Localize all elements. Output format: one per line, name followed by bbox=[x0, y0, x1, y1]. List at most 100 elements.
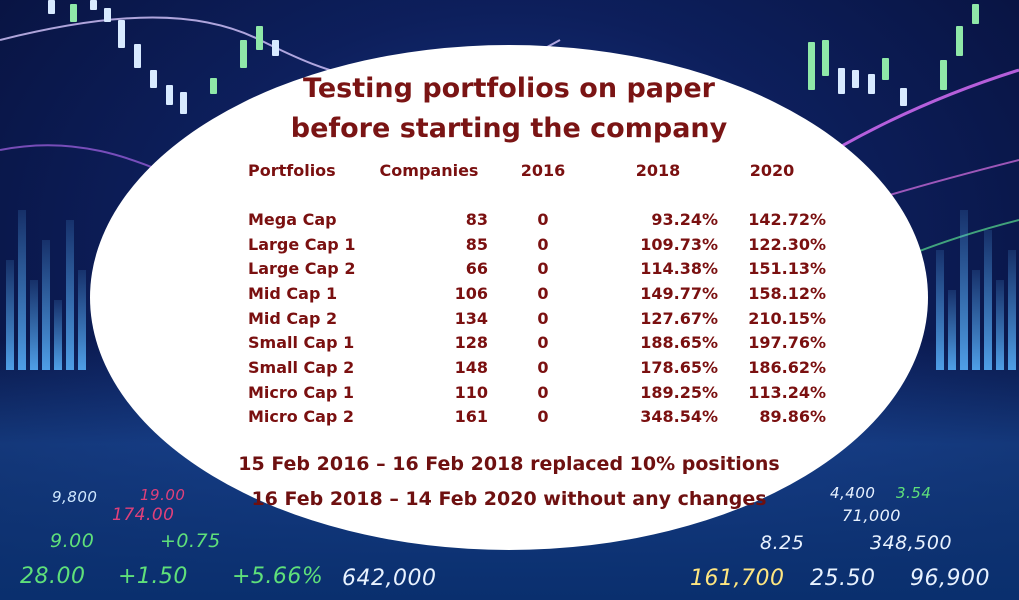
volume-bar bbox=[66, 220, 74, 370]
table-row: Large Cap 2 66 0 114.38% 151.13% bbox=[248, 256, 826, 281]
cell-portfolio: Small Cap 2 bbox=[248, 357, 355, 377]
table-body: Mega Cap 83 0 93.24% 142.72% Large Cap 1 85 0 10… bbox=[248, 193, 826, 429]
background-ticker: 8.25 bbox=[760, 532, 805, 554]
background-ticker: +0.75 bbox=[160, 530, 221, 552]
cell-2016: 0 bbox=[537, 357, 549, 377]
candlestick bbox=[150, 70, 157, 88]
volume-bar bbox=[948, 290, 956, 370]
cell-portfolio: Small Cap 1 bbox=[248, 333, 355, 353]
cell-2018: 114.38% bbox=[640, 259, 718, 279]
cell-2016: 0 bbox=[537, 407, 549, 427]
cell-2018: 93.24% bbox=[651, 209, 718, 229]
cell-2020: 89.86% bbox=[759, 407, 826, 427]
candlestick bbox=[956, 26, 963, 56]
cell-2018: 109.73% bbox=[640, 234, 718, 254]
candlestick bbox=[90, 0, 97, 10]
background-ticker: 28.00 bbox=[20, 564, 86, 589]
cell-portfolio: Mid Cap 2 bbox=[248, 308, 338, 328]
background-ticker: +5.66% bbox=[232, 564, 324, 589]
column-header-companies: Companies bbox=[379, 161, 479, 180]
candlestick bbox=[210, 78, 217, 94]
candlestick bbox=[48, 0, 55, 14]
cell-companies: 148 bbox=[454, 357, 488, 377]
background-ticker: 25.50 bbox=[810, 566, 876, 591]
candlestick bbox=[972, 4, 979, 24]
table-row: Large Cap 1 85 0 109.73% 122.30% bbox=[248, 232, 826, 257]
column-header-portfolios: Portfolios bbox=[248, 161, 336, 180]
cell-portfolio: Mega Cap bbox=[248, 209, 337, 229]
cell-2018: 178.65% bbox=[640, 357, 718, 377]
cell-2016: 0 bbox=[537, 308, 549, 328]
volume-bar bbox=[936, 250, 944, 370]
table-row: Mid Cap 2 134 0 127.67% 210.15% bbox=[248, 306, 826, 331]
cell-2020: 186.62% bbox=[748, 357, 826, 377]
cell-companies: 128 bbox=[454, 333, 488, 353]
table-row: Small Cap 2 148 0 178.65% 186.62% bbox=[248, 355, 826, 380]
volume-bar bbox=[996, 280, 1004, 370]
white-ellipse-panel bbox=[90, 45, 928, 550]
cell-2020: 210.15% bbox=[748, 308, 826, 328]
cell-2016: 0 bbox=[537, 209, 549, 229]
background-ticker: 9.00 bbox=[50, 530, 95, 552]
candlestick bbox=[104, 8, 111, 22]
volume-bar bbox=[18, 210, 26, 370]
background-ticker: +1.50 bbox=[118, 564, 188, 589]
column-header-2020: 2020 bbox=[749, 161, 795, 180]
volume-bar bbox=[30, 280, 38, 370]
cell-2020: 151.13% bbox=[748, 259, 826, 279]
cell-portfolio: Micro Cap 1 bbox=[248, 382, 355, 402]
candlestick bbox=[70, 4, 77, 22]
note-line-1: 15 Feb 2016 – 16 Feb 2018 replaced 10% p… bbox=[238, 453, 780, 475]
cell-2016: 0 bbox=[537, 382, 549, 402]
cell-2018: 127.67% bbox=[640, 308, 718, 328]
background-ticker: 19.00 bbox=[140, 486, 186, 504]
cell-2016: 0 bbox=[537, 283, 549, 303]
cell-2018: 189.25% bbox=[640, 382, 718, 402]
candlestick bbox=[240, 40, 247, 68]
volume-bar bbox=[972, 270, 980, 370]
cell-2018: 188.65% bbox=[640, 333, 718, 353]
background-ticker: 161,700 bbox=[690, 566, 785, 591]
background-ticker: 174.00 bbox=[112, 505, 175, 525]
candlestick bbox=[166, 85, 173, 105]
portfolio-table-panel: Testing portfolios on paper before start… bbox=[90, 45, 928, 550]
cell-2020: 158.12% bbox=[748, 283, 826, 303]
cell-2016: 0 bbox=[537, 259, 549, 279]
volume-bar bbox=[1008, 250, 1016, 370]
cell-companies: 134 bbox=[454, 308, 488, 328]
background-ticker: 9,800 bbox=[52, 488, 98, 506]
volume-bar bbox=[6, 260, 14, 370]
cell-companies: 161 bbox=[454, 407, 488, 427]
background-ticker: 71,000 bbox=[842, 506, 901, 525]
cell-portfolio: Large Cap 2 bbox=[248, 259, 356, 279]
title-line-1: Testing portfolios on paper bbox=[303, 73, 715, 104]
table-header-row: Portfolios Companies 2016 2018 2020 bbox=[248, 161, 826, 193]
cell-2018: 149.77% bbox=[640, 283, 718, 303]
volume-bar bbox=[960, 210, 968, 370]
cell-2020: 142.72% bbox=[748, 209, 826, 229]
column-header-2018: 2018 bbox=[635, 161, 681, 180]
candlestick bbox=[868, 74, 875, 94]
cell-companies: 106 bbox=[454, 283, 488, 303]
candlestick bbox=[900, 88, 907, 106]
candlestick bbox=[808, 42, 815, 90]
candlestick bbox=[118, 20, 125, 48]
cell-2018: 348.54% bbox=[640, 407, 718, 427]
table-row: Micro Cap 2 161 0 348.54% 89.86% bbox=[248, 405, 826, 430]
title-line-2: before starting the company bbox=[290, 113, 728, 144]
cell-companies: 83 bbox=[465, 209, 488, 229]
background-ticker: 4,400 bbox=[830, 484, 876, 502]
cell-companies: 66 bbox=[465, 259, 488, 279]
cell-portfolio: Micro Cap 2 bbox=[248, 407, 355, 427]
volume-bar bbox=[54, 300, 62, 370]
candlestick bbox=[134, 44, 141, 68]
candlestick bbox=[852, 70, 859, 88]
background-ticker: 3.54 bbox=[896, 484, 932, 502]
cell-companies: 110 bbox=[454, 382, 488, 402]
background-ticker: 642,000 bbox=[342, 566, 437, 591]
candlestick bbox=[272, 40, 279, 56]
note-line-2: 16 Feb 2018 – 14 Feb 2020 without any ch… bbox=[251, 488, 767, 510]
table-row: Mid Cap 1 106 0 149.77% 158.12% bbox=[248, 281, 826, 306]
background-ticker: 348,500 bbox=[870, 532, 953, 554]
volume-bar bbox=[984, 230, 992, 370]
